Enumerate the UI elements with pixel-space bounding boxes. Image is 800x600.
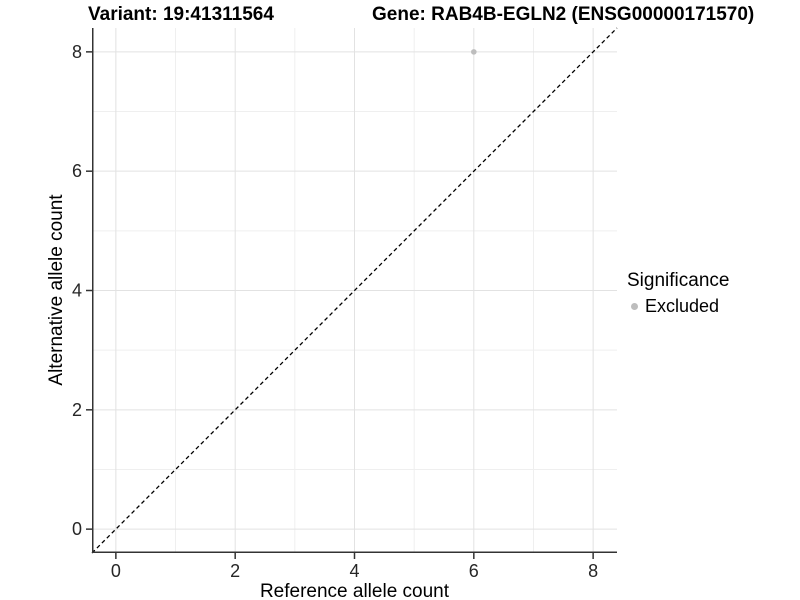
y-tick-label: 6 [72,161,82,181]
y-tick-label: 2 [72,400,82,420]
legend: Significance Excluded [627,270,729,317]
gene-title: Gene: RAB4B-EGLN2 (ENSG00000171570) [372,4,755,25]
variant-title: Variant: 19:41311564 [88,4,274,25]
y-axis-title: Alternative allele count [46,194,67,386]
x-tick-label: 6 [469,561,479,581]
chart-canvas: 0 2 4 6 8 0 2 4 6 8 [72,27,618,581]
identity-line [91,27,618,554]
x-tick-label: 0 [111,561,121,581]
data-point [471,49,477,55]
y-tick-label: 0 [72,519,82,539]
x-tick-label: 2 [230,561,240,581]
legend-entry-label: Excluded [645,296,720,316]
plot-panel: 0 2 4 6 8 0 2 4 6 8 [72,27,618,581]
x-tick-label: 8 [588,561,598,581]
legend-point-icon [631,303,638,310]
y-tick-label: 4 [72,281,82,301]
y-tick-label: 8 [72,42,82,62]
x-axis-title: Reference allele count [259,581,450,600]
legend-title: Significance [627,270,730,291]
legend-entry-excluded: Excluded [627,296,729,317]
x-tick-label: 4 [349,561,359,581]
